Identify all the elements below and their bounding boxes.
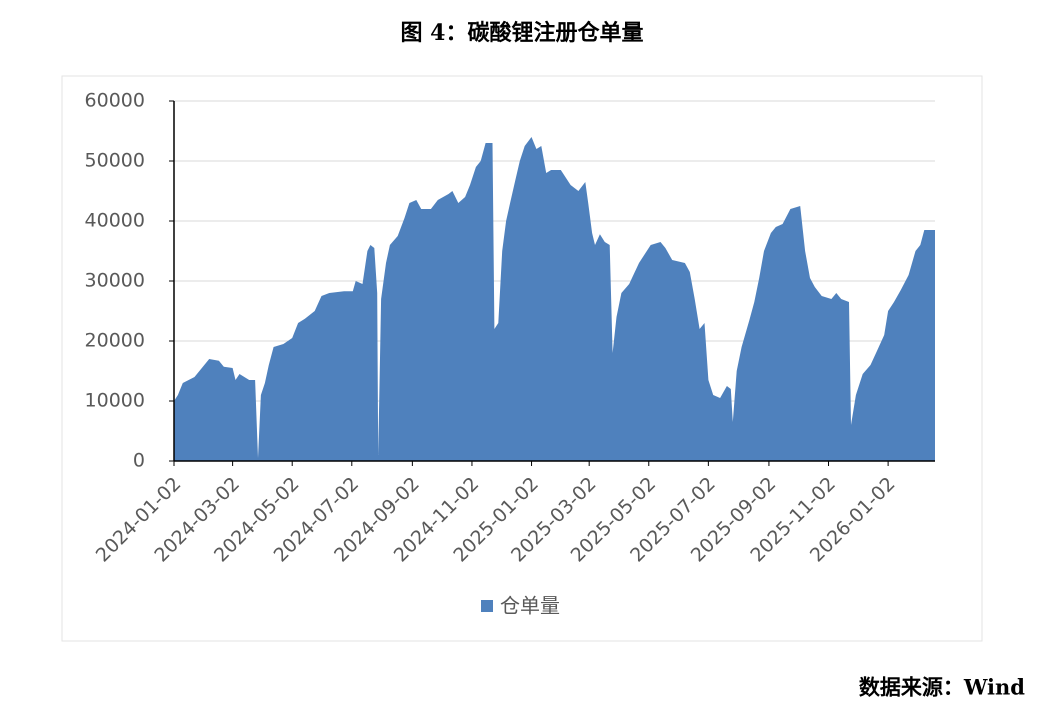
y-tick-label: 0 (133, 450, 145, 472)
source-note: 数据来源：Wind (859, 675, 1025, 700)
y-tick-label: 10000 (85, 390, 145, 412)
y-tick-label: 20000 (85, 330, 145, 352)
legend-swatch (481, 600, 493, 612)
y-tick-label: 50000 (85, 150, 145, 172)
area (174, 137, 935, 461)
legend-label: 仓单量 (500, 594, 560, 618)
chart-title: 图 4：碳酸锂注册仓单量 (401, 20, 644, 46)
y-tick-label: 30000 (85, 270, 145, 292)
y-tick-label: 40000 (85, 210, 145, 232)
y-tick-label: 60000 (85, 90, 145, 112)
